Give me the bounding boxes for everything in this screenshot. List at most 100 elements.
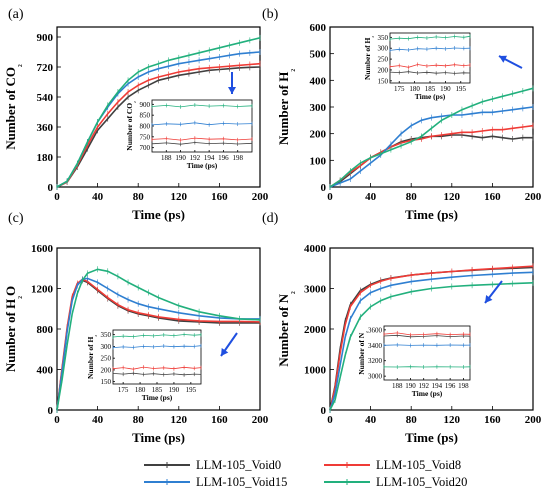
chart-panel: 0 40 80 120 160 200 0 400 800 1200 1600 (c) Time (ps… — [3, 211, 269, 445]
x-tick-label: 120 — [171, 191, 188, 203]
x-tick-label: 120 — [444, 414, 461, 426]
series-line — [383, 344, 471, 346]
legend-label: LLM-105_Void0 — [196, 458, 281, 472]
y-tick-label: 1200 — [31, 284, 54, 296]
y-tick-label: 400 — [37, 365, 54, 377]
y-axis-title: Number of H₂ — [276, 69, 295, 145]
y-tick-label: 0 — [321, 182, 327, 194]
y-tick-label: 3400 — [368, 342, 383, 350]
x-axis-title: Time (ps) — [405, 207, 458, 222]
x-tick-label: 80 — [406, 191, 418, 203]
y-tick-label: 180 — [37, 152, 54, 164]
x-tick-label: 185 — [425, 85, 436, 93]
x-tick-label: 175 — [118, 386, 129, 394]
y-tick-label: 1000 — [304, 365, 327, 377]
x-tick-label: 0 — [54, 191, 60, 203]
inset: 175 180 185 190 195 150 200 250 300 350 Time (ps) N… — [86, 329, 202, 402]
y-tick-label: 750 — [140, 133, 151, 141]
y-tick-label: 250 — [378, 56, 389, 64]
y-tick-label: 600 — [310, 22, 327, 34]
trend-arrow-head — [228, 87, 236, 94]
plot-frame — [56, 26, 261, 188]
y-tick-label: 400 — [310, 75, 327, 87]
y-tick-label: 900 — [140, 101, 151, 109]
x-tick-label: 0 — [54, 414, 60, 426]
legend-label: LLM-105_Void20 — [376, 475, 467, 489]
series-line — [383, 334, 471, 338]
x-tick-label: 200 — [525, 191, 542, 203]
inset-frame — [389, 32, 471, 84]
inset-x-axis-title: Time (ps) — [412, 389, 443, 398]
series-line — [151, 122, 253, 126]
y-tick-label: 200 — [310, 129, 327, 141]
x-tick-label: 196 — [218, 154, 229, 162]
x-tick-label: 190 — [175, 154, 186, 162]
legend: LLM-105_Void0 LLM-105_Void8 LLM-105_Void15… — [144, 458, 467, 489]
y-tick-label: 0 — [48, 405, 54, 417]
x-tick-label: 190 — [440, 85, 451, 93]
x-tick-label: 80 — [133, 414, 145, 426]
y-tick-label: 4000 — [304, 243, 327, 255]
series-line — [389, 64, 471, 68]
x-tick-label: 80 — [406, 414, 418, 426]
y-tick-label: 850 — [140, 112, 151, 120]
series-line — [112, 345, 202, 348]
x-tick-label: 200 — [525, 414, 542, 426]
x-tick-label: 192 — [190, 154, 201, 162]
inset-y-axis-title: Number of N₂ — [357, 331, 369, 375]
x-tick-label: 180 — [409, 85, 420, 93]
panel-label: (a) — [8, 7, 24, 22]
x-tick-label: 198 — [232, 154, 243, 162]
y-tick-label: 250 — [101, 355, 112, 363]
panel-label: (b) — [262, 7, 279, 22]
x-tick-label: 192 — [418, 382, 429, 390]
inset-y-axis-title: Number of H₂ — [86, 335, 98, 379]
inset: 175 180 185 190 195 150 200 250 300 350 Time (ps) N… — [363, 32, 471, 101]
y-tick-label: 3200 — [368, 357, 383, 365]
y-tick-label: 200 — [101, 366, 112, 374]
inset-frame — [383, 325, 471, 381]
inset-frame — [112, 329, 202, 385]
y-tick-label: 150 — [101, 378, 112, 386]
y-tick-label: 150 — [378, 77, 389, 85]
x-tick-label: 120 — [444, 191, 461, 203]
series-line — [383, 332, 471, 336]
y-axis-title: Number of N₂ — [276, 291, 295, 367]
x-tick-label: 0 — [327, 191, 333, 203]
y-tick-label: 720 — [37, 62, 54, 74]
chart-panel: 0 40 80 120 160 200 0 100 200 300 400 500 600 (b) Time… — [262, 7, 542, 222]
x-axis-title: Time (ps) — [405, 430, 458, 445]
y-tick-label: 500 — [310, 49, 327, 61]
y-tick-label: 300 — [310, 102, 327, 114]
trend-arrow-head — [499, 55, 508, 63]
x-tick-label: 195 — [456, 85, 467, 93]
x-axis-title: Time (ps) — [132, 207, 185, 222]
panel-label: (c) — [8, 211, 24, 226]
inset: 188 190 192 194 196 198 3000 3200 3400 3600 Time (… — [357, 325, 471, 398]
y-tick-label: 360 — [37, 122, 54, 134]
x-tick-label: 180 — [135, 386, 146, 394]
y-tick-label: 100 — [310, 155, 327, 167]
trend-arrow-head — [221, 347, 229, 356]
x-tick-label: 195 — [186, 386, 197, 394]
series-line — [329, 271, 534, 411]
x-tick-label: 194 — [204, 154, 215, 162]
series-line — [329, 282, 534, 411]
x-tick-label: 190 — [169, 386, 180, 394]
series-line — [112, 372, 202, 376]
y-tick-label: 3000 — [304, 284, 327, 296]
y-tick-label: 350 — [378, 34, 389, 42]
x-tick-label: 185 — [152, 386, 163, 394]
panel-label: (d) — [262, 211, 279, 226]
trend-arrow-head — [485, 295, 493, 303]
x-tick-label: 194 — [432, 382, 443, 390]
x-tick-label: 188 — [161, 154, 172, 162]
series-line — [329, 265, 534, 411]
y-tick-label: 300 — [378, 45, 389, 53]
series-line — [389, 71, 471, 74]
series-line — [389, 35, 471, 40]
x-tick-label: 200 — [252, 414, 269, 426]
inset-y-axis-title: Number of H₂ — [363, 36, 375, 80]
inset-y-axis-title: Number of CO₂ — [125, 101, 137, 151]
